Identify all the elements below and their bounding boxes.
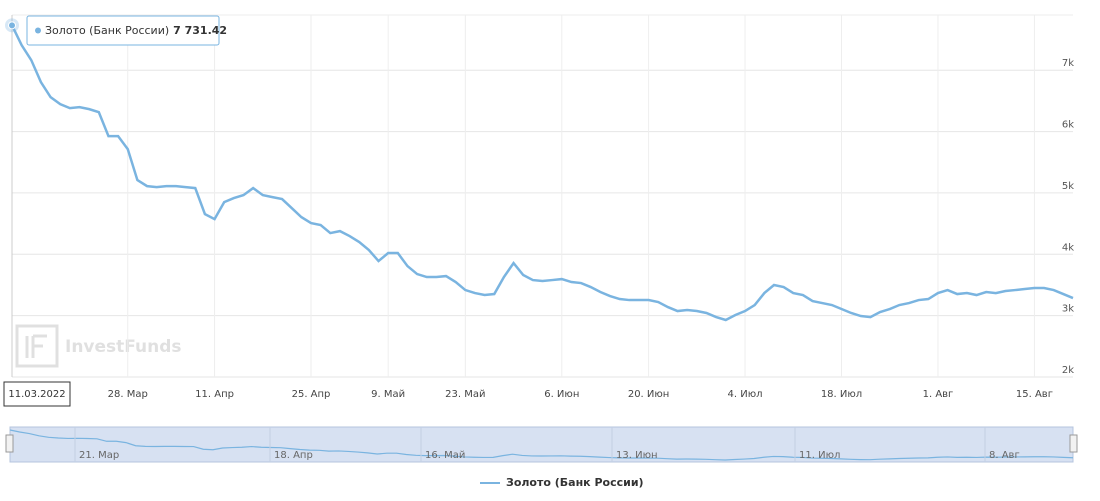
logo-box [15,324,59,368]
x-tick-label: 9. Май [371,389,405,400]
tooltip-series-name: Золото (Банк России) [45,24,169,37]
x-tick-label: 28. Мар [108,389,148,400]
y-tick-label: 7k [1062,58,1074,69]
series-line [10,24,1074,322]
tooltip-value: 7 731.42 [173,24,227,37]
navigator-label: 21. Мар [79,450,119,461]
x-tick-label: 11. Апр [195,389,234,400]
navigator-label: 18. Апр [274,450,313,461]
x-tick-label: 20. Июн [628,389,670,400]
navigator-line [9,429,1074,461]
x-tick-label: 25. Апр [292,389,331,400]
tooltip: Золото (Банк России) 7 731.42 [26,15,227,46]
tooltip-bullet [35,27,41,34]
navigator-handle[interactable] [1069,434,1078,453]
y-tick-label: 6k [1062,120,1074,131]
navigator-handle[interactable] [5,434,14,453]
crosshair-label-box [3,381,71,407]
x-tick-label: 1. Авг [923,389,954,400]
navigator-label: 13. Июн [616,450,658,461]
x-tick-label: 18. Июл [821,389,862,400]
watermark-text: InvestFunds [65,337,182,357]
x-tick-label: 6. Июн [544,389,579,400]
x-tick-label: 15. Авг [1016,389,1053,400]
y-tick-label: 4k [1062,242,1074,253]
navigator[interactable] [9,426,1074,463]
legend-label[interactable]: Золото (Банк России) [506,476,644,489]
y-tick-label: 3k [1062,304,1074,315]
logo-mark [25,334,47,358]
navigator-label: 8. Авг [989,450,1020,461]
tooltip-box [26,15,220,46]
watermark: InvestFunds [15,324,182,368]
x-tick-label: 23. Май [445,389,485,400]
y-tick-label: 5k [1062,181,1074,192]
tooltip-text: Золото (Банк России) 7 731.42 [45,24,227,37]
navigator-label: 16. Май [425,450,465,461]
y-tick-label: 2k [1062,365,1074,376]
point [8,21,16,30]
crosshair-label: 11.03.2022 [8,389,65,400]
x-tick-label: 4. Июл [728,389,763,400]
navigator-label: 11. Июл [799,450,840,461]
